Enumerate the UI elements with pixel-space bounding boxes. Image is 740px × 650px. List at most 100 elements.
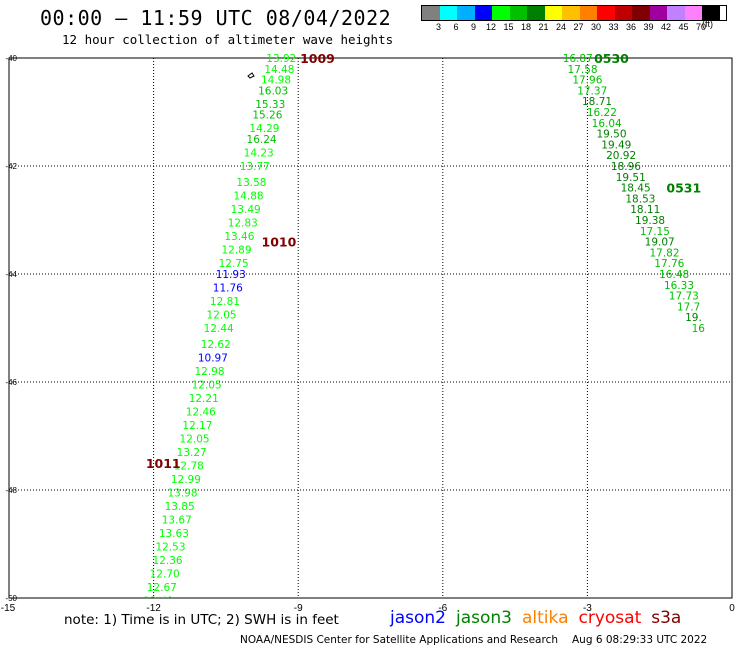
wave-height-label: 13.49 <box>231 204 261 216</box>
wave-height-label: 12.21 <box>189 393 219 405</box>
x-tick-label: -12 <box>146 603 161 614</box>
time-label: 0530 <box>594 51 629 66</box>
wave-height-label: 20.92 <box>606 150 636 162</box>
legend-swatch <box>492 6 510 20</box>
wave-height-label: 19.49 <box>601 139 631 151</box>
wave-height-label: 16.48 <box>659 269 689 281</box>
wave-height-label: 17.73 <box>669 291 699 303</box>
wave-height-label: 13.67 <box>162 515 192 527</box>
satellite-legend: jason2 jason3 altika cryosat s3a <box>390 608 691 628</box>
legend-swatch <box>474 6 492 20</box>
satellite-label-jason2: jason2 <box>390 608 446 628</box>
y-tick-label: -50 <box>5 594 17 603</box>
wave-height-label: 13.85 <box>165 501 195 513</box>
time-label: 1010 <box>262 235 297 250</box>
legend-tick-label: 30 <box>590 22 602 32</box>
wave-height-label: 18.45 <box>621 183 651 195</box>
wave-height-label: 13.77 <box>240 161 270 173</box>
wave-height-label: 18.96 <box>611 161 641 173</box>
legend-swatch <box>684 6 702 20</box>
legend-color-bar <box>421 5 727 21</box>
legend-swatch <box>422 6 440 20</box>
legend-swatch <box>667 6 685 20</box>
generation-timestamp: Aug 6 08:29:33 UTC 2022 <box>572 634 708 646</box>
legend-tick-label: 12 <box>485 22 497 32</box>
wave-height-label: 12.46 <box>186 407 216 419</box>
map-subtitle: 12 hour collection of altimeter wave hei… <box>62 32 394 47</box>
wave-height-label: 14.29 <box>249 123 279 135</box>
wave-height-label: 12.70 <box>150 569 180 581</box>
wave-height-label: 19.51 <box>616 172 646 184</box>
wave-height-label: 17.15 <box>640 226 670 238</box>
wave-height-label: 16.33 <box>664 280 694 292</box>
wave-height-label: 12.53 <box>155 542 185 554</box>
wave-height-label: 18.71 <box>582 96 612 108</box>
legend-tick-label: 42 <box>660 22 672 32</box>
wave-height-label: 17.58 <box>568 64 598 76</box>
wave-height-label: 18.11 <box>630 204 660 216</box>
legend-swatch <box>649 6 667 20</box>
wave-height-label: 12.81 <box>210 296 240 308</box>
legend-swatch <box>457 6 475 20</box>
color-legend: 3 6 9 12 15 18 21 24 27 30 33 36 39 42 45 70 <box>421 5 727 33</box>
map-frame <box>8 57 733 599</box>
wave-height-label: 12.98 <box>194 366 224 378</box>
wave-height-label: 17.7 <box>677 301 700 313</box>
wave-height-label: 12.17 <box>182 420 212 432</box>
wave-height-label: 16.22 <box>587 107 617 119</box>
legend-tick-label: 27 <box>573 22 584 32</box>
wave-height-label: 10.97 <box>198 353 228 365</box>
legend-tick-label: 33 <box>608 22 619 32</box>
wave-height-label: 18.53 <box>625 193 655 205</box>
wave-height-label: 16 <box>692 323 706 335</box>
legend-tick-label: 21 <box>538 22 549 32</box>
wave-height-label: 14.48 <box>264 64 294 76</box>
footer-credit: NOAA/NESDIS Center for Satellite Applica… <box>240 634 707 646</box>
wave-height-label: 15.26 <box>252 110 282 122</box>
legend-tick-label: 3 <box>435 22 442 32</box>
wave-height-label: 13.27 <box>177 447 207 459</box>
island-outline <box>247 72 255 79</box>
legend-tick-label: 36 <box>625 22 637 32</box>
wave-height-label: 16.87 <box>563 53 593 65</box>
legend-swatch <box>614 6 632 20</box>
wave-height-label: 15.33 <box>255 99 285 111</box>
wave-height-label: 12.67 <box>147 582 177 594</box>
legend-swatch <box>562 6 580 20</box>
wave-height-label: 19.07 <box>645 237 675 249</box>
legend-tick-label: 45 <box>678 22 689 32</box>
wave-height-label: 12.36 <box>153 555 183 567</box>
wave-height-label: 14.98 <box>261 75 291 87</box>
map-title: 00:00 – 11:59 UTC 08/04/2022 <box>40 6 392 30</box>
legend-tick-label: 6 <box>453 22 459 32</box>
wave-height-label: 12.99 <box>171 474 201 486</box>
x-tick-label: -15 <box>1 603 16 614</box>
wave-height-label: 13.92 <box>266 53 296 65</box>
y-tick-label: -46 <box>5 378 17 387</box>
wave-height-label: 11.76 <box>213 283 243 295</box>
x-tick-label: -3 <box>583 603 592 614</box>
y-tick-label: -44 <box>5 270 17 279</box>
legend-swatch <box>579 6 597 20</box>
satellite-label-cryosat: cryosat <box>578 608 642 628</box>
x-tick-label: -9 <box>294 603 303 614</box>
legend-tick-label: 18 <box>520 22 532 32</box>
wave-height-label: 11.93 <box>216 269 246 281</box>
wave-height-label: 12.05 <box>180 434 210 446</box>
satellite-label-s3a: s3a <box>651 608 682 628</box>
time-label: 1009 <box>300 51 335 66</box>
wave-height-label: 19.38 <box>635 215 665 227</box>
wave-height-label: 12.05 <box>207 310 237 322</box>
wave-height-label: 17.37 <box>577 85 607 97</box>
wave-height-label: 12.89 <box>221 245 251 257</box>
legend-swatch <box>439 6 457 20</box>
x-tick-label: 0 <box>729 603 735 614</box>
wave-height-label: 19.50 <box>596 129 626 141</box>
wave-height-label: 12.78 <box>174 461 204 473</box>
wave-height-label: 12.62 <box>201 339 231 351</box>
satellite-label-jason3: jason3 <box>456 608 512 628</box>
wave-height-label: 12.05 <box>192 380 222 392</box>
credit-text: NOAA/NESDIS Center for Satellite Applica… <box>240 634 558 646</box>
time-label: 0531 <box>666 181 701 196</box>
legend-tick-label: 39 <box>643 22 654 32</box>
